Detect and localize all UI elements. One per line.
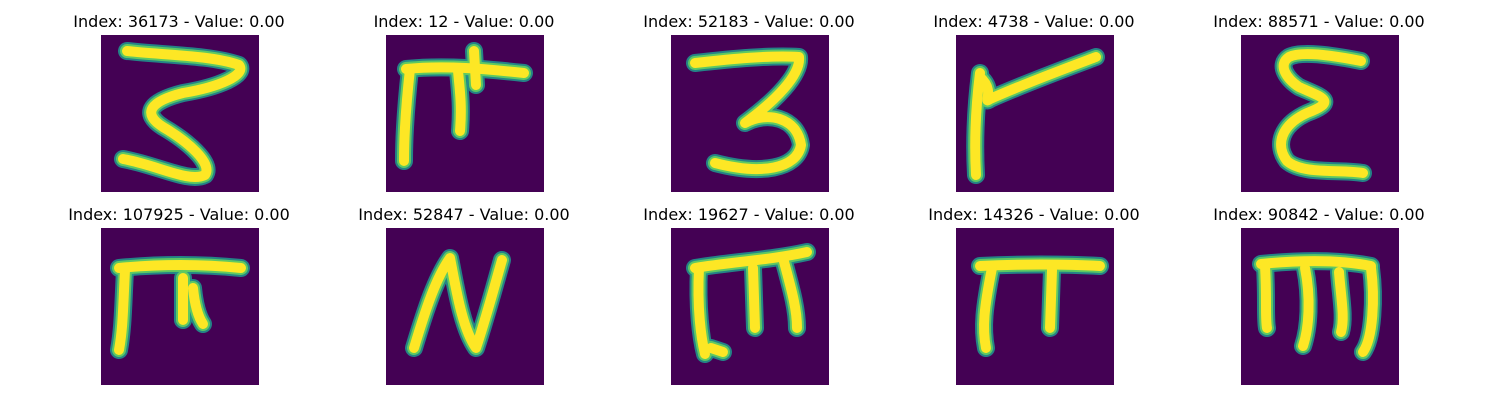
glyph-svg [101,35,259,192]
panel-title: Index: 4738 - Value: 0.00 [933,12,1135,31]
glyph-stroke [118,46,246,182]
glyph-stroke [748,263,760,333]
glyph-stroke [1260,261,1272,333]
glyph-stroke [975,259,1105,271]
glyph-stroke [1334,267,1348,337]
glyph-stroke [979,263,997,353]
glyph-stroke [1358,263,1378,357]
glyph-svg [386,35,544,192]
glyph-svg [1241,35,1399,192]
glyph-stroke [1045,265,1057,333]
glyph-stroke [114,265,130,355]
glyph-stroke [970,68,985,180]
panel-title: Index: 107925 - Value: 0.00 [68,205,290,224]
glyph-image [386,35,544,192]
panel-title: Index: 14326 - Value: 0.00 [928,205,1140,224]
glyph-stroke [690,247,812,273]
glyph-image [1241,35,1399,192]
glyph-image [1241,228,1399,385]
panel: Index: 90842 - Value: 0.00 [1169,193,1469,393]
glyph-stroke [409,253,507,353]
glyph-stroke [469,46,481,90]
glyph-stroke [1256,256,1376,271]
glyph-svg [671,35,829,192]
glyph-image [671,35,829,192]
glyph-stroke [693,263,710,359]
panel: Index: 19627 - Value: 0.00 [599,193,899,393]
glyph-svg [671,228,829,385]
panel-title: Index: 36173 - Value: 0.00 [73,12,285,31]
glyph-image [101,35,259,192]
panel-title: Index: 90842 - Value: 0.00 [1213,205,1425,224]
glyph-stroke [1276,49,1368,178]
panel: Index: 12 - Value: 0.00 [314,0,614,200]
glyph-image [956,35,1114,192]
glyph-svg [956,228,1114,385]
glyph-image [956,228,1114,385]
glyph-stroke [453,66,466,136]
panel-title: Index: 12 - Value: 0.00 [373,12,555,31]
panel: Index: 14326 - Value: 0.00 [884,193,1184,393]
glyph-svg [1241,228,1399,385]
panel: Index: 4738 - Value: 0.00 [884,0,1184,200]
glyph-stroke [114,260,246,273]
panel-title: Index: 19627 - Value: 0.00 [643,205,855,224]
glyph-svg [386,228,544,385]
panel: Index: 52183 - Value: 0.00 [599,0,899,200]
glyph-stroke [401,62,529,78]
panel: Index: 52847 - Value: 0.00 [314,193,614,393]
glyph-stroke [690,51,806,174]
glyph-svg [101,228,259,385]
panel: Index: 107925 - Value: 0.00 [29,193,329,393]
glyph-svg [956,35,1114,192]
panel-title: Index: 52847 - Value: 0.00 [358,205,570,224]
glyph-image [101,228,259,385]
glyph-stroke [778,253,802,333]
glyph-image [386,228,544,385]
glyph-stroke [1298,263,1314,351]
glyph-stroke [975,52,1101,106]
panel: Index: 36173 - Value: 0.00 [29,0,329,200]
glyph-stroke [399,64,415,166]
glyph-image [671,228,829,385]
glyph-stroke [188,283,208,329]
glyph-stroke [706,343,728,357]
panel: Index: 88571 - Value: 0.00 [1169,0,1469,200]
panel-title: Index: 52183 - Value: 0.00 [643,12,855,31]
panel-title: Index: 88571 - Value: 0.00 [1213,12,1425,31]
